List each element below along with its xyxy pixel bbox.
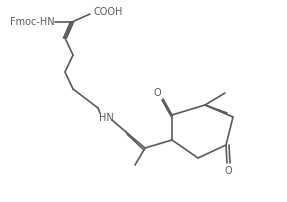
Text: O: O [224, 166, 232, 176]
Text: HN: HN [99, 113, 113, 123]
Text: Fmoc-HN: Fmoc-HN [10, 17, 54, 27]
Text: COOH: COOH [93, 7, 123, 17]
Text: O: O [153, 88, 161, 98]
